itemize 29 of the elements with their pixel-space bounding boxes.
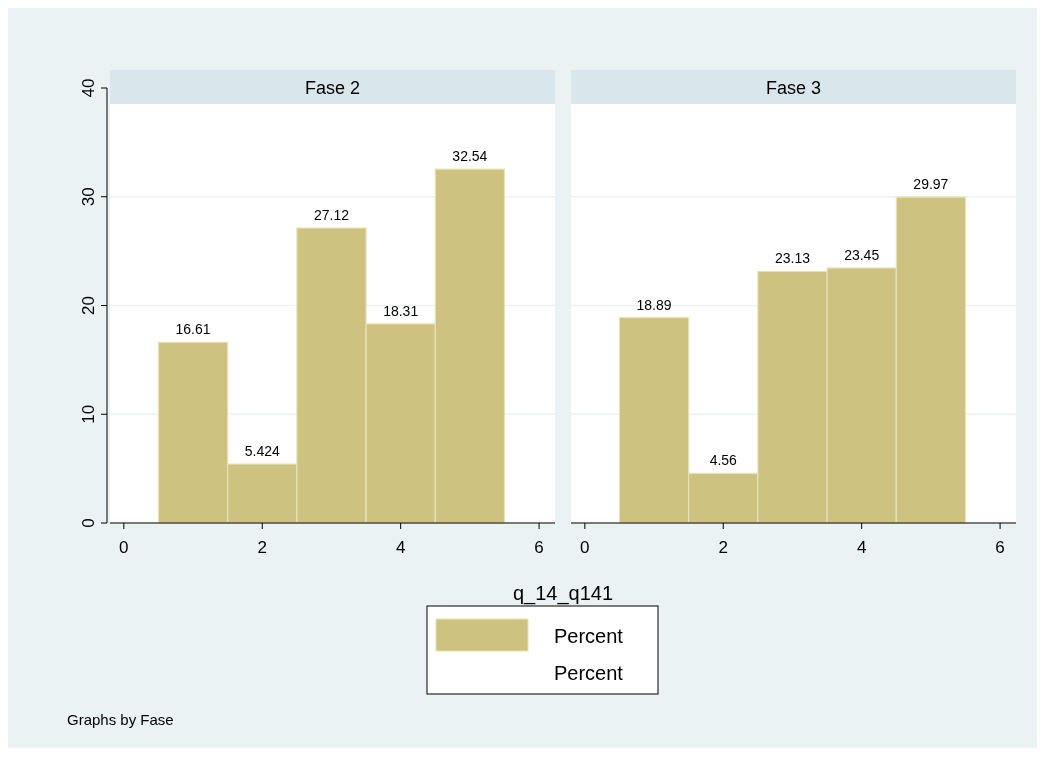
data-label: 23.45 [844, 246, 880, 263]
legend-label: Percent [554, 625, 624, 647]
x-tick-label: 0 [119, 538, 129, 557]
x-tick-label: 2 [718, 538, 728, 557]
y-tick-label: 20 [79, 296, 98, 315]
x-tick-label: 4 [395, 538, 406, 557]
data-label: 18.31 [383, 302, 419, 319]
chart-title: Fase 2 [304, 78, 361, 98]
text: Graphs by Fase [67, 711, 174, 728]
x-tick-label: 6 [534, 538, 544, 557]
text: Percent [554, 662, 624, 684]
x-tick-label: 0 [580, 538, 590, 557]
data-label: 27.12 [313, 207, 350, 224]
chart-title: Fase 3 [765, 78, 822, 98]
y-tick-label: 0 [79, 518, 98, 528]
x-axis-title: q_14_q141 [512, 582, 614, 605]
y-tick-label: 10 [79, 404, 98, 424]
data-label: 18.89 [636, 296, 672, 313]
x-tick-label: 4 [856, 538, 867, 557]
data-label: 5.424 [244, 443, 280, 460]
data-label: 23.13 [774, 250, 811, 267]
x-tick-label: 2 [257, 538, 267, 557]
y-tick-label: 40 [79, 78, 98, 98]
x-tick-label: 6 [995, 538, 1005, 557]
data-label: 29.97 [913, 176, 949, 193]
y-tick-label: 30 [79, 187, 98, 207]
data-label: 16.61 [175, 321, 211, 338]
data-label: 32.54 [452, 148, 488, 165]
data-label: 4.56 [709, 452, 738, 469]
